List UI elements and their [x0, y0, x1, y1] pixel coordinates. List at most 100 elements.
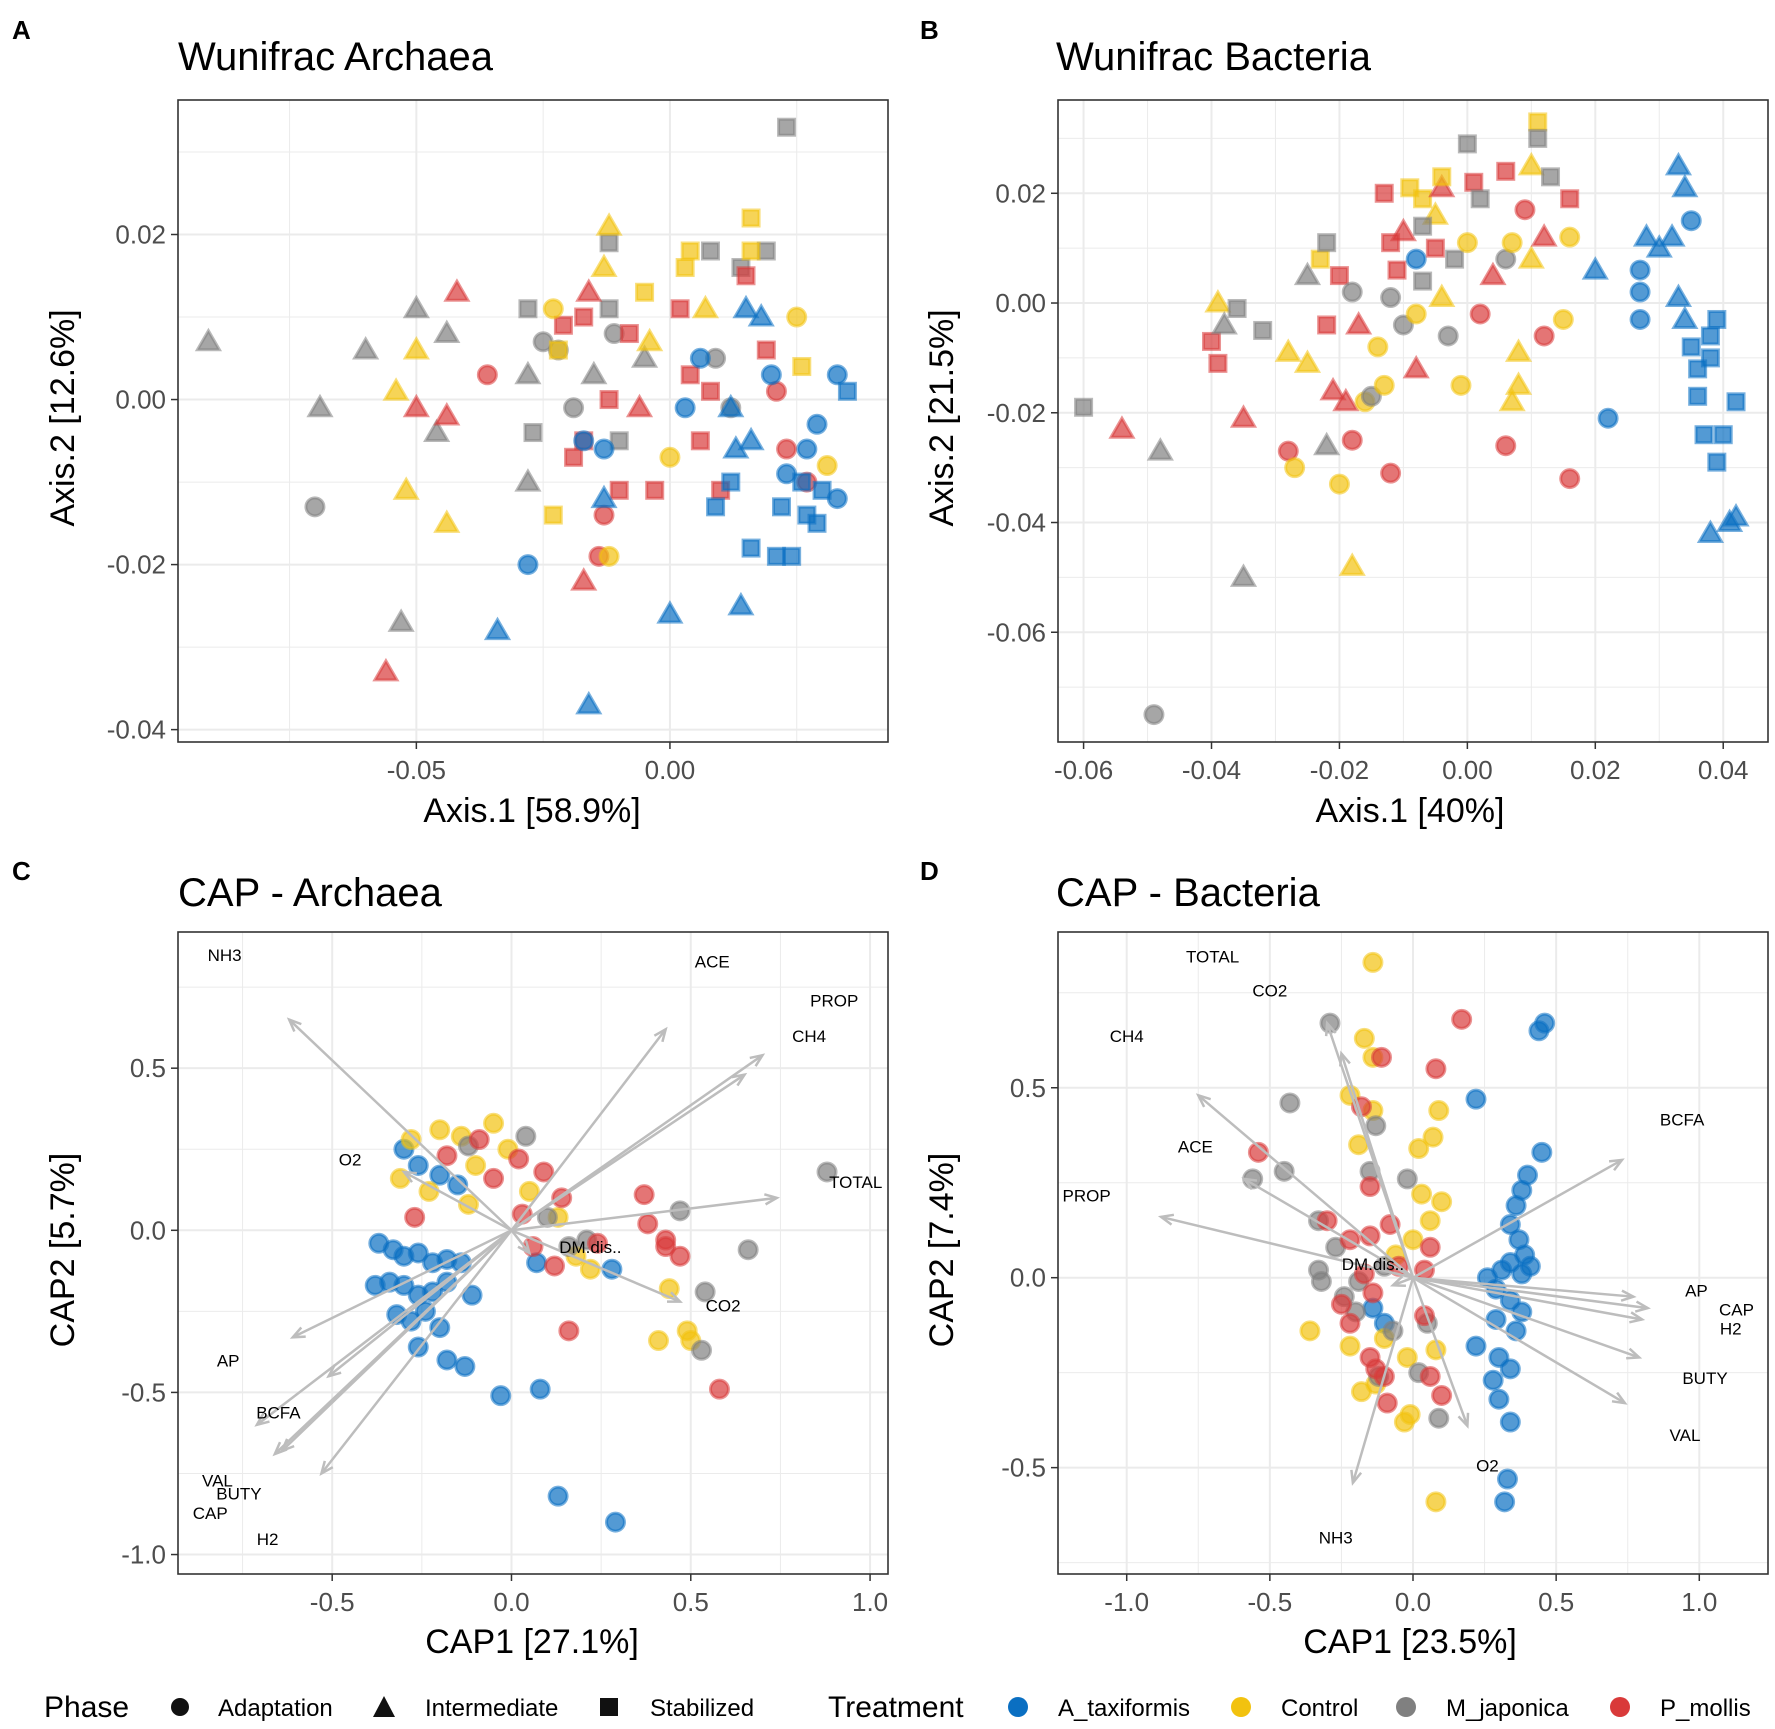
point-m-japonica-circle — [1392, 314, 1414, 336]
point-a-taxiformis-square — [1726, 392, 1746, 412]
point-p-mollis-square — [680, 365, 700, 385]
y-tick-label: 0.0 — [1010, 1263, 1046, 1293]
y-axis-title: Axis.2 [12.6%] — [44, 309, 82, 526]
point-control-square — [1528, 112, 1548, 132]
point-a-taxiformis-square — [1713, 425, 1733, 445]
vector-label-o2: O2 — [339, 1150, 362, 1169]
point-p-mollis-triangle — [1319, 376, 1347, 401]
vector-arrow-o2 — [403, 1170, 513, 1232]
point-control-triangle — [1504, 371, 1533, 395]
point-m-japonica-circle — [737, 1239, 759, 1261]
chart-title: Wunifrac Bacteria — [1056, 35, 1372, 79]
point-p-mollis-circle — [1469, 303, 1491, 325]
vector-arrowhead-o2 — [401, 1170, 417, 1183]
point-a-taxiformis-circle — [517, 554, 539, 576]
point-p-mollis-square — [690, 431, 710, 451]
point-a-taxiformis-circle — [1505, 1320, 1527, 1342]
vector-arrowhead-total — [763, 1193, 781, 1206]
point-m-japonica-triangle — [306, 393, 334, 418]
point-p-mollis-circle — [483, 1167, 505, 1189]
point-p-mollis-circle — [476, 364, 498, 386]
legend-key-adaptation — [171, 1698, 189, 1716]
plot-background — [1058, 100, 1768, 742]
plot-border — [177, 99, 889, 743]
vector-arrowhead-dm-dis — [517, 1240, 532, 1256]
panel-label: A — [12, 15, 31, 45]
legend-label-adaptation: Adaptation — [218, 1695, 333, 1722]
point-p-mollis-square — [645, 480, 665, 500]
point-control-square — [792, 357, 812, 377]
vector-arrow-dm-dis — [1392, 1276, 1414, 1287]
vector-arrow-buty — [1412, 1276, 1640, 1359]
vector-label-ch4: CH4 — [792, 1027, 826, 1046]
point-control-triangle — [691, 294, 720, 319]
vector-arrow-buty — [281, 1229, 513, 1452]
vector-label-val: VAL — [202, 1471, 233, 1490]
point-control-circle — [1328, 473, 1350, 495]
y-tick-label: 0.00 — [995, 288, 1046, 318]
point-control-square — [1413, 189, 1433, 209]
vector-arrowhead-ace — [653, 1026, 668, 1043]
point-control-square — [548, 340, 568, 360]
point-m-japonica-square — [1445, 249, 1465, 269]
point-p-mollis-circle — [593, 504, 615, 526]
point-p-mollis-circle — [533, 1161, 555, 1183]
point-control-circle — [429, 1119, 451, 1141]
point-p-mollis-circle — [1451, 1008, 1473, 1030]
point-a-taxiformis-circle — [490, 1385, 512, 1407]
point-p-mollis-square — [1317, 315, 1337, 335]
vector-label-ap: AP — [1685, 1282, 1708, 1301]
chart-title: Wunifrac Archaea — [178, 35, 494, 79]
vector-arrow-h2 — [1412, 1276, 1643, 1321]
legend-key-m-japonica — [1396, 1697, 1416, 1717]
vector-arrow-total — [511, 1196, 777, 1232]
point-control-circle — [1422, 1126, 1444, 1148]
point-m-japonica-triangle — [194, 327, 223, 352]
point-a-taxiformis-square — [782, 546, 802, 566]
point-p-mollis-square — [1496, 161, 1516, 181]
point-p-mollis-circle — [1559, 468, 1581, 490]
point-m-japonica-square — [1317, 233, 1337, 253]
x-tick-label: 0.5 — [673, 1587, 709, 1617]
point-control-circle — [483, 1112, 505, 1134]
y-tick-label: -0.06 — [987, 617, 1046, 647]
point-a-taxiformis-triangle — [717, 393, 745, 418]
x-tick-label: -0.5 — [310, 1587, 355, 1617]
y-axis-title: CAP2 [7.4%] — [923, 1153, 961, 1348]
x-tick-label: 1.0 — [1681, 1587, 1717, 1617]
vector-arrow-ch4 — [510, 1073, 746, 1232]
x-axis-title: Axis.1 [40%] — [1316, 792, 1505, 830]
vector-arrowhead-ace — [1241, 1177, 1258, 1191]
vector-arrowhead-co2 — [1324, 1020, 1337, 1037]
point-a-taxiformis-circle — [689, 347, 711, 369]
point-control-circle — [1362, 951, 1384, 973]
x-tick-label: -0.05 — [387, 755, 446, 785]
point-a-taxiformis-triangle — [1664, 283, 1693, 308]
x-tick-label: 0.0 — [493, 1587, 529, 1617]
vector-arrow-nh3 — [1351, 1277, 1415, 1484]
panel-label: D — [920, 856, 939, 886]
point-p-mollis-triangle — [402, 393, 430, 418]
vector-arrow-co2 — [1325, 1022, 1415, 1279]
point-p-mollis-circle — [1359, 1225, 1381, 1247]
vector-arrow-ap — [292, 1229, 513, 1339]
point-control-circle — [786, 306, 808, 328]
point-m-japonica-triangle — [1146, 437, 1174, 461]
point-control-square — [543, 505, 563, 525]
point-m-japonica-square — [1470, 189, 1490, 209]
point-m-japonica-square — [523, 423, 543, 443]
plot-border — [1057, 931, 1769, 1575]
vector-arrow-bcfa — [1412, 1158, 1623, 1279]
vector-arrowhead-buty — [1626, 1347, 1643, 1360]
vector-arrowhead-ch4 — [731, 1072, 748, 1087]
point-p-mollis-square — [1425, 238, 1445, 258]
legend-title-treatment: Treatment — [828, 1691, 964, 1724]
point-control-circle — [1284, 457, 1306, 479]
vector-arrowhead-h2 — [1629, 1311, 1646, 1324]
vector-label-cap: CAP — [193, 1504, 228, 1523]
point-a-taxiformis-circle — [454, 1355, 476, 1377]
point-a-taxiformis-triangle — [575, 690, 603, 715]
vector-label-ace: ACE — [1178, 1137, 1213, 1156]
legend-label-intermediate: Intermediate — [425, 1695, 558, 1722]
